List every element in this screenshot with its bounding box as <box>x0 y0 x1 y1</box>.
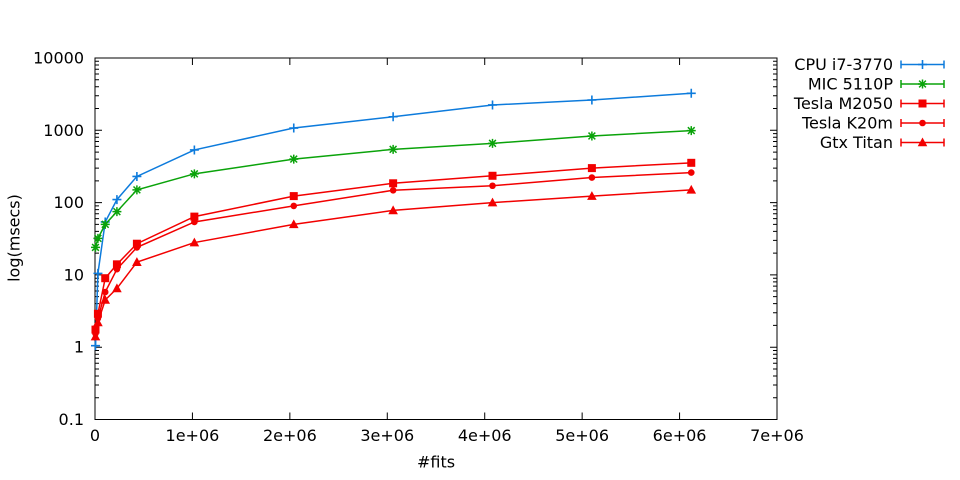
plus-marker-icon <box>488 100 498 110</box>
asterisk-marker-icon <box>388 144 398 154</box>
asterisk-marker-icon <box>488 138 498 148</box>
legend-label: Tesla K20m <box>801 114 893 133</box>
triangle-marker-icon <box>587 191 597 200</box>
square-marker-icon <box>93 309 102 318</box>
square-marker-icon <box>918 99 927 108</box>
legend-label: Tesla M2050 <box>793 94 893 113</box>
asterisk-marker-icon <box>189 169 199 179</box>
circle-marker-icon <box>290 202 298 210</box>
series-mic-5110p <box>90 126 696 252</box>
triangle-marker-icon <box>100 294 111 304</box>
circle-marker-icon <box>588 174 596 181</box>
legend-entry-cpu-i7-3770: CPU i7-3770 <box>794 55 945 74</box>
x-axis-ticks: 0 1e+06 2e+06 3e+06 4e+06 5e+06 6e+06 7e+06 <box>90 58 804 445</box>
legend-entry-mic-5110p: MIC 5110P <box>808 75 945 94</box>
y-tick-label: 0.1 <box>59 410 84 429</box>
circle-marker-icon <box>101 288 109 296</box>
triangle-marker-icon <box>189 237 200 247</box>
circle-marker-icon <box>919 119 926 127</box>
plus-marker-icon <box>132 171 142 181</box>
y-tick-label: 1 <box>74 338 84 357</box>
triangle-marker-icon <box>917 137 928 147</box>
triangle-marker-icon <box>388 205 398 215</box>
series-line <box>94 92 692 346</box>
circle-marker-icon <box>133 244 141 251</box>
asterisk-marker-icon <box>112 207 122 217</box>
x-axis-title: #fits <box>416 452 456 472</box>
legend-entry-tesla-m2050: Tesla M2050 <box>793 94 945 113</box>
circle-marker-icon <box>113 265 121 273</box>
plus-marker-icon <box>289 123 299 133</box>
asterisk-marker-icon <box>90 242 100 252</box>
legend-label: Gtx Titan <box>820 133 893 152</box>
plus-marker-icon <box>686 88 696 98</box>
series-tesla-k20m <box>92 169 695 337</box>
plus-marker-icon <box>90 341 100 351</box>
asterisk-marker-icon <box>918 79 927 89</box>
plus-marker-icon <box>93 268 103 278</box>
plus-marker-icon <box>918 60 927 69</box>
square-marker-icon <box>389 179 398 188</box>
circle-marker-icon <box>191 218 198 226</box>
y-tick-label: 1000 <box>43 121 84 140</box>
x-tick-label: 4e+06 <box>458 426 512 445</box>
triangle-marker-icon <box>288 219 299 229</box>
triangle-marker-icon <box>93 317 103 327</box>
x-tick-label: 0 <box>90 426 100 445</box>
y-axis-ticks: 0.1 1 10 100 1000 10000 <box>33 49 777 429</box>
asterisk-marker-icon <box>132 185 142 195</box>
triangle-marker-icon <box>686 184 697 194</box>
square-marker-icon <box>190 212 199 221</box>
asterisk-marker-icon <box>100 219 110 229</box>
square-marker-icon <box>289 192 298 201</box>
plus-marker-icon <box>112 195 122 205</box>
x-tick-label: 3e+06 <box>360 426 414 445</box>
plus-marker-icon <box>388 112 398 122</box>
square-marker-icon <box>112 260 121 269</box>
square-marker-icon <box>488 171 497 180</box>
x-tick-label: 1e+06 <box>166 426 220 445</box>
square-marker-icon <box>101 274 110 283</box>
y-tick-label: 10 <box>64 265 84 284</box>
legend-label: CPU i7-3770 <box>794 55 893 74</box>
legend-label: MIC 5110P <box>808 75 894 94</box>
series-gtx-titan <box>90 184 697 341</box>
asterisk-marker-icon <box>686 126 696 136</box>
x-tick-label: 5e+06 <box>555 426 609 445</box>
y-tick-label: 100 <box>53 193 84 212</box>
circle-marker-icon <box>489 182 496 190</box>
asterisk-marker-icon <box>93 233 103 243</box>
y-axis-title: log(msecs) <box>4 194 24 282</box>
square-marker-icon <box>587 164 596 173</box>
x-tick-label: 6e+06 <box>653 426 707 445</box>
circle-marker-icon <box>389 186 397 194</box>
square-marker-icon <box>132 239 141 248</box>
series-cpu-i7-3770 <box>90 88 696 351</box>
asterisk-marker-icon <box>587 131 597 141</box>
plus-marker-icon <box>587 95 597 105</box>
triangle-marker-icon <box>132 257 142 266</box>
square-marker-icon <box>687 158 696 167</box>
y-tick-label: 10000 <box>33 49 84 68</box>
legend-entry-gtx-titan: Gtx Titan <box>820 133 945 152</box>
legend-entry-tesla-k20m: Tesla K20m <box>801 114 945 133</box>
triangle-marker-icon <box>487 197 498 207</box>
x-tick-label: 2e+06 <box>263 426 317 445</box>
series-line <box>94 171 692 334</box>
x-tick-label: 7e+06 <box>750 426 804 445</box>
circle-marker-icon <box>687 169 695 176</box>
triangle-marker-icon <box>90 331 101 341</box>
plus-marker-icon <box>189 145 199 155</box>
triangle-marker-icon <box>112 283 122 293</box>
asterisk-marker-icon <box>289 154 299 164</box>
